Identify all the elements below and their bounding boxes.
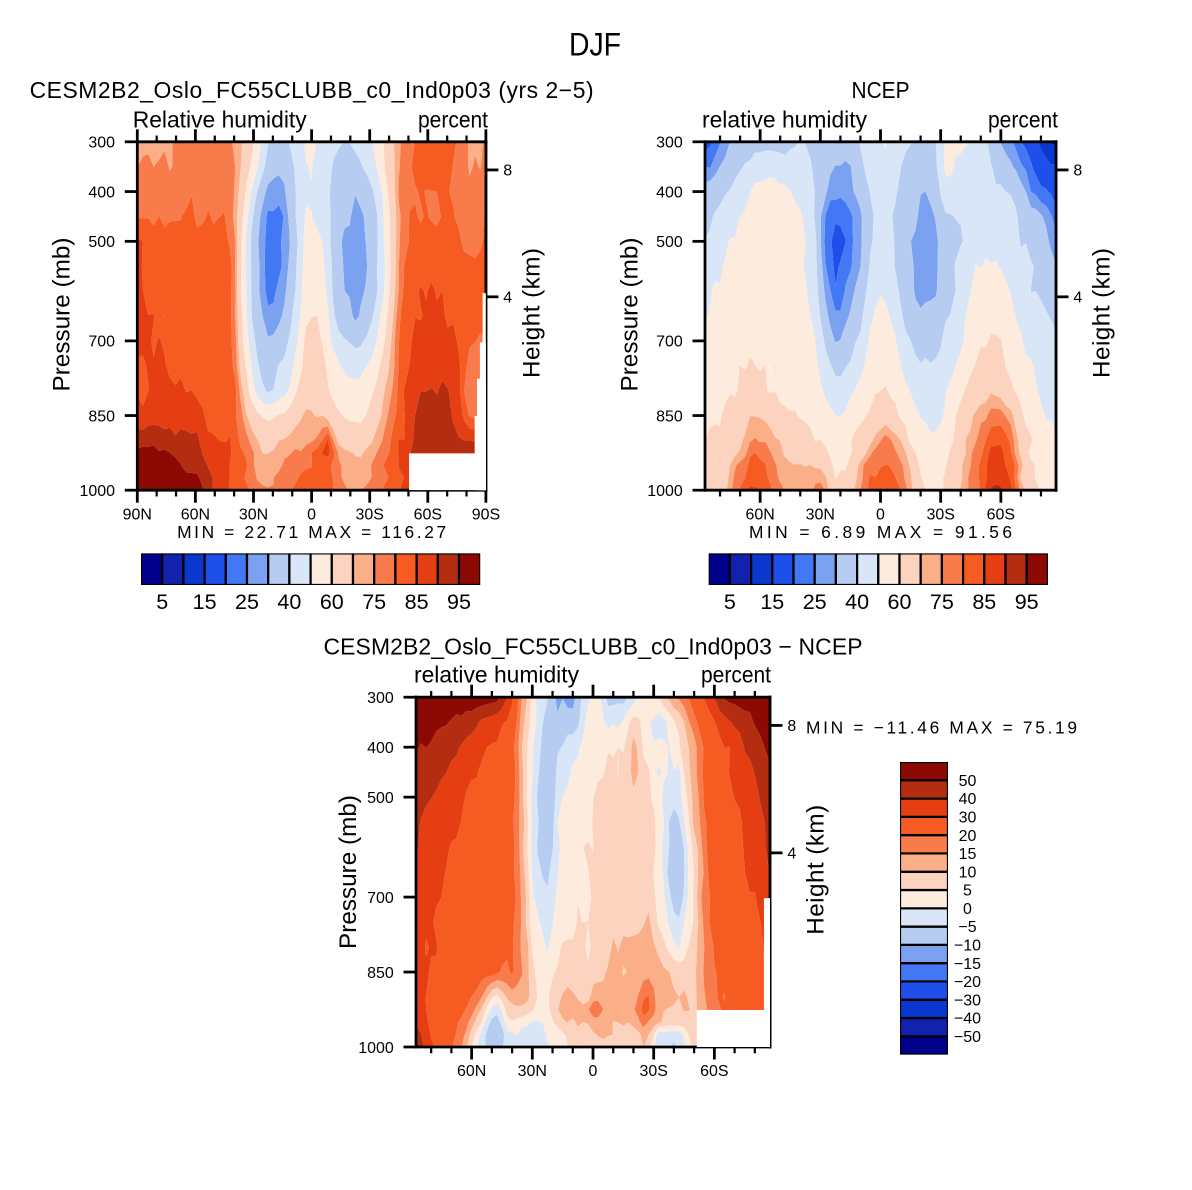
- svg-text:700: 700: [88, 334, 115, 351]
- svg-text:400: 400: [367, 740, 394, 757]
- svg-text:850: 850: [656, 408, 683, 425]
- svg-text:0: 0: [307, 506, 316, 523]
- svg-text:1000: 1000: [358, 1040, 394, 1057]
- svg-text:60N: 60N: [457, 1063, 486, 1080]
- svg-text:DJF: DJF: [569, 26, 621, 63]
- svg-text:75: 75: [930, 590, 954, 614]
- svg-text:0: 0: [876, 506, 885, 523]
- svg-text:90N: 90N: [123, 506, 152, 523]
- svg-text:Relative humidity: Relative humidity: [133, 107, 308, 133]
- svg-text:5: 5: [963, 883, 972, 900]
- svg-text:30N: 30N: [518, 1063, 547, 1080]
- svg-text:40: 40: [959, 791, 977, 808]
- svg-text:850: 850: [88, 408, 115, 425]
- svg-text:Pressure (mb): Pressure (mb): [335, 795, 362, 949]
- svg-text:−10: −10: [954, 937, 981, 954]
- svg-text:−40: −40: [954, 1011, 981, 1028]
- svg-text:MIN = −11.46 MAX = 75.19: MIN = −11.46 MAX = 75.19: [806, 718, 1077, 738]
- svg-text:60: 60: [888, 590, 912, 614]
- svg-text:500: 500: [88, 234, 115, 251]
- svg-text:500: 500: [367, 790, 394, 807]
- svg-text:10: 10: [959, 864, 977, 881]
- svg-text:8: 8: [503, 163, 512, 180]
- svg-text:15: 15: [959, 846, 977, 863]
- svg-text:40: 40: [845, 590, 869, 614]
- svg-text:30N: 30N: [806, 506, 835, 523]
- svg-text:percent: percent: [701, 661, 772, 687]
- svg-text:CESM2B2_Oslo_FC55CLUBB_c0_Ind0: CESM2B2_Oslo_FC55CLUBB_c0_Ind0p03 (yrs 2…: [30, 77, 594, 103]
- svg-text:30: 30: [959, 809, 977, 826]
- svg-text:4: 4: [1073, 290, 1082, 307]
- svg-text:60N: 60N: [181, 506, 210, 523]
- svg-text:0: 0: [963, 901, 972, 918]
- svg-text:4: 4: [503, 290, 512, 307]
- svg-text:700: 700: [367, 890, 394, 907]
- svg-text:1000: 1000: [647, 483, 683, 500]
- svg-text:400: 400: [656, 184, 683, 201]
- svg-text:relative humidity: relative humidity: [414, 661, 580, 687]
- svg-text:relative humidity: relative humidity: [702, 107, 868, 133]
- svg-text:MIN = 6.89 MAX = 91.56: MIN = 6.89 MAX = 91.56: [749, 522, 1012, 542]
- svg-text:60S: 60S: [414, 506, 442, 523]
- svg-text:8: 8: [787, 718, 796, 735]
- svg-text:400: 400: [88, 184, 115, 201]
- svg-text:MIN = 22.71 MAX = 116.27: MIN = 22.71 MAX = 116.27: [177, 522, 446, 542]
- svg-text:25: 25: [235, 590, 259, 614]
- svg-text:0: 0: [589, 1063, 598, 1080]
- svg-text:60S: 60S: [700, 1063, 728, 1080]
- svg-text:4: 4: [787, 846, 796, 863]
- svg-text:−20: −20: [954, 974, 981, 991]
- svg-text:25: 25: [803, 590, 827, 614]
- svg-text:5: 5: [724, 590, 736, 614]
- svg-text:−15: −15: [954, 956, 981, 973]
- svg-text:Pressure (mb): Pressure (mb): [616, 238, 643, 392]
- svg-text:30S: 30S: [926, 506, 954, 523]
- svg-text:90S: 90S: [472, 506, 500, 523]
- svg-text:1000: 1000: [80, 483, 116, 500]
- svg-text:85: 85: [405, 590, 429, 614]
- svg-text:−30: −30: [954, 992, 981, 1009]
- svg-text:CESM2B2_Oslo_FC55CLUBB_c0_Ind0: CESM2B2_Oslo_FC55CLUBB_c0_Ind0p03 − NCEP: [323, 634, 862, 660]
- svg-text:percent: percent: [418, 107, 489, 133]
- svg-text:500: 500: [656, 234, 683, 251]
- svg-text:30S: 30S: [355, 506, 383, 523]
- svg-text:Height (km): Height (km): [802, 805, 829, 935]
- svg-text:8: 8: [1073, 163, 1082, 180]
- svg-text:60N: 60N: [746, 506, 775, 523]
- svg-text:50: 50: [959, 773, 977, 790]
- svg-text:300: 300: [367, 690, 394, 707]
- svg-text:Height (km): Height (km): [1088, 248, 1115, 378]
- svg-text:NCEP: NCEP: [852, 77, 910, 103]
- svg-text:60: 60: [320, 590, 344, 614]
- svg-text:−50: −50: [954, 1029, 981, 1046]
- svg-text:60S: 60S: [987, 506, 1015, 523]
- svg-text:−5: −5: [958, 919, 976, 936]
- svg-text:15: 15: [193, 590, 217, 614]
- svg-text:percent: percent: [988, 107, 1059, 133]
- svg-text:300: 300: [656, 135, 683, 152]
- svg-text:5: 5: [156, 590, 168, 614]
- svg-text:30S: 30S: [639, 1063, 667, 1080]
- svg-text:95: 95: [1015, 590, 1039, 614]
- svg-text:300: 300: [88, 135, 115, 152]
- svg-text:85: 85: [972, 590, 996, 614]
- svg-text:30N: 30N: [239, 506, 268, 523]
- svg-text:75: 75: [362, 590, 386, 614]
- svg-text:20: 20: [959, 828, 977, 845]
- svg-text:15: 15: [760, 590, 784, 614]
- svg-text:850: 850: [367, 965, 394, 982]
- svg-text:700: 700: [656, 334, 683, 351]
- svg-text:40: 40: [277, 590, 301, 614]
- svg-text:95: 95: [447, 590, 471, 614]
- svg-text:Height (km): Height (km): [518, 248, 545, 378]
- svg-text:Pressure (mb): Pressure (mb): [48, 238, 75, 392]
